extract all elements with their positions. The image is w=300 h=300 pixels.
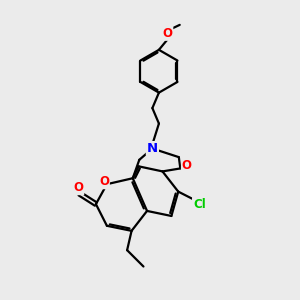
Text: N: N bbox=[147, 142, 158, 155]
Text: O: O bbox=[162, 27, 172, 40]
Text: O: O bbox=[74, 181, 83, 194]
Text: O: O bbox=[162, 27, 172, 40]
Text: O: O bbox=[182, 159, 192, 172]
Text: Cl: Cl bbox=[193, 198, 206, 211]
Text: O: O bbox=[99, 175, 109, 188]
